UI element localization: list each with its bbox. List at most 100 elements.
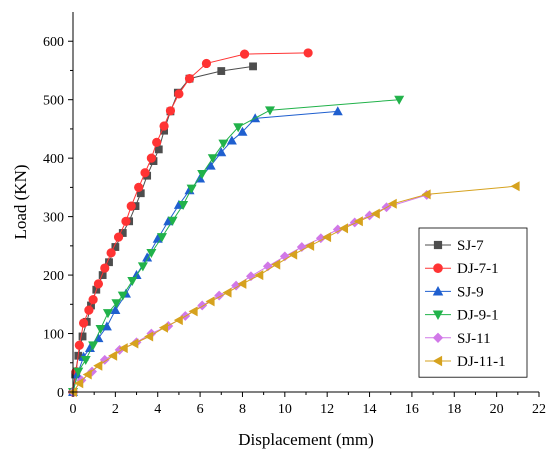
x-tick-label: 2 <box>112 402 119 417</box>
data-point-dj-11-1 <box>339 223 349 234</box>
data-point-sj-7 <box>249 62 257 71</box>
legend-item-sj-7: SJ-7 <box>425 238 484 254</box>
data-point-dj-9-1 <box>233 123 244 133</box>
data-point-dj-7-1 <box>134 182 144 192</box>
data-point-dj-11-1 <box>118 343 128 354</box>
data-point-dj-9-1 <box>80 355 91 365</box>
y-tick-label: 300 <box>43 211 64 226</box>
y-tick-label: 500 <box>43 94 64 109</box>
data-point-dj-11-1 <box>93 360 103 371</box>
x-axis-title: Displacement (mm) <box>238 430 374 449</box>
data-point-dj-11-1 <box>387 198 397 209</box>
data-point-dj-7-1 <box>184 74 195 84</box>
data-point-dj-11-1 <box>129 338 139 349</box>
y-tick-label: 100 <box>43 328 64 343</box>
data-point-dj-11-1 <box>173 315 183 326</box>
data-point-dj-11-1 <box>322 232 332 243</box>
data-point-dj-9-1 <box>186 184 197 194</box>
data-point-dj-11-1 <box>74 378 84 389</box>
x-tick-label: 18 <box>447 402 461 417</box>
y-tick-label: 400 <box>43 152 64 167</box>
data-point-dj-7-1 <box>126 201 136 211</box>
data-point-dj-7-1 <box>113 232 124 242</box>
data-point-sj-9 <box>226 135 237 145</box>
data-point-sj-7 <box>78 332 87 341</box>
data-point-dj-9-1 <box>127 277 138 287</box>
data-point-dj-7-1 <box>174 89 184 99</box>
data-point-sj-9 <box>332 106 343 116</box>
data-point-sj-9 <box>142 252 153 262</box>
data-point-dj-7-1 <box>140 168 150 178</box>
x-tick-label: 14 <box>363 402 377 417</box>
data-point-dj-9-1 <box>178 201 189 211</box>
data-point-dj-9-1 <box>73 367 84 377</box>
data-point-dj-11-1 <box>353 216 363 227</box>
x-tick-label: 6 <box>197 402 204 417</box>
y-tick-label: 200 <box>43 269 64 284</box>
data-point-dj-9-1 <box>88 341 99 351</box>
data-point-dj-7-1 <box>78 318 89 328</box>
data-point-dj-7-1 <box>93 279 104 289</box>
data-point-dj-7-1 <box>165 106 176 116</box>
legend-marker <box>433 263 443 274</box>
series-dj-9-1 <box>67 95 405 398</box>
legend-item-dj-7-1: DJ-7-1 <box>425 261 499 277</box>
data-point-dj-7-1 <box>201 58 212 69</box>
data-point-dj-9-1 <box>95 324 106 334</box>
data-point-dj-7-1 <box>106 248 116 258</box>
x-ticks: 0 2 4 6 8 10 12 14 16 18 20 22 <box>70 392 546 417</box>
data-point-dj-11-1 <box>370 208 380 219</box>
x-tick-label: 12 <box>320 402 334 417</box>
legend-marker <box>433 240 443 250</box>
data-point-dj-7-1 <box>121 216 131 226</box>
data-point-sj-9 <box>216 147 227 157</box>
y-axis-title: Load (KN) <box>11 164 30 239</box>
x-tick-label: 4 <box>154 402 161 417</box>
data-point-dj-9-1 <box>394 95 405 105</box>
data-point-sj-7 <box>217 67 226 75</box>
data-point-dj-11-1 <box>205 296 215 307</box>
data-point-dj-11-1 <box>108 350 118 361</box>
y-tick-label: 0 <box>57 386 64 401</box>
legend-marker <box>432 286 444 296</box>
legend-marker <box>432 355 443 367</box>
data-point-dj-9-1 <box>102 309 113 319</box>
legend-marker <box>432 310 444 320</box>
data-point-dj-9-1 <box>111 299 122 309</box>
legend-label: SJ-7 <box>457 238 484 254</box>
data-point-dj-7-1 <box>152 137 162 147</box>
x-tick-label: 20 <box>490 402 504 417</box>
data-point-dj-11-1 <box>254 270 264 281</box>
data-point-dj-7-1 <box>159 121 169 131</box>
data-point-dj-9-1 <box>137 262 148 272</box>
legend-label: DJ-11-1 <box>457 354 506 370</box>
legend-label: DJ-7-1 <box>457 261 499 277</box>
legend-label: SJ-9 <box>457 284 484 300</box>
data-point-dj-9-1 <box>167 216 178 226</box>
series-dj-11-1 <box>67 181 520 398</box>
data-point-sj-11 <box>99 354 110 365</box>
data-point-dj-11-1 <box>271 259 281 270</box>
data-point-dj-11-1 <box>421 189 431 200</box>
x-tick-label: 16 <box>405 402 419 417</box>
legend-label: SJ-11 <box>457 331 491 347</box>
x-tick-label: 10 <box>278 402 292 417</box>
data-point-dj-11-1 <box>188 306 198 317</box>
data-point-dj-11-1 <box>222 287 232 298</box>
data-point-dj-7-1 <box>74 340 84 350</box>
data-point-dj-9-1 <box>264 106 276 116</box>
data-point-sj-9 <box>110 305 121 315</box>
data-point-dj-9-1 <box>117 291 128 301</box>
legend: SJ-7 DJ-7-1 SJ-9 DJ-9-1 SJ-11 DJ-11-1 <box>418 227 528 378</box>
data-point-dj-7-1 <box>239 49 250 59</box>
legend-item-dj-9-1: DJ-9-1 <box>425 308 499 324</box>
data-point-dj-11-1 <box>510 181 520 192</box>
data-point-dj-11-1 <box>237 278 247 289</box>
data-point-dj-11-1 <box>305 240 315 251</box>
data-point-dj-11-1 <box>82 369 92 380</box>
data-point-dj-7-1 <box>146 153 156 163</box>
x-tick-label: 0 <box>70 402 77 417</box>
data-point-dj-11-1 <box>144 331 154 342</box>
data-point-dj-9-1 <box>146 248 157 258</box>
